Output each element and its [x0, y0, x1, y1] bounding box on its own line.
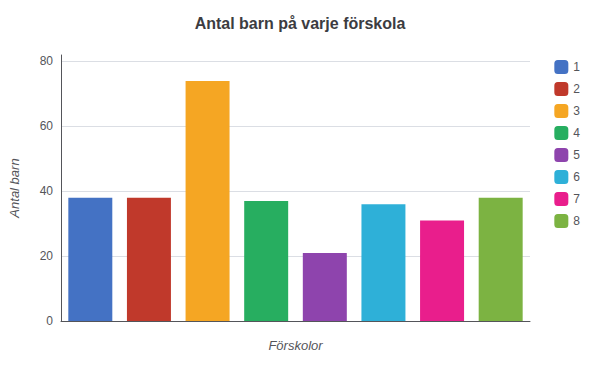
svg-text:80: 80 [40, 54, 54, 68]
svg-text:8: 8 [573, 214, 580, 228]
svg-text:7: 7 [573, 192, 580, 206]
svg-text:6: 6 [573, 170, 580, 184]
svg-text:3: 3 [573, 104, 580, 118]
svg-text:Förskolor: Förskolor [268, 338, 323, 353]
svg-text:Antal barn på varje förskola: Antal barn på varje förskola [195, 15, 406, 32]
svg-text:20: 20 [40, 249, 54, 263]
svg-text:0: 0 [46, 314, 53, 328]
svg-text:60: 60 [40, 119, 54, 133]
svg-text:5: 5 [573, 148, 580, 162]
svg-text:2: 2 [573, 82, 580, 96]
svg-text:Antal barn: Antal barn [7, 158, 22, 218]
svg-text:4: 4 [573, 126, 580, 140]
svg-text:40: 40 [40, 184, 54, 198]
svg-text:1: 1 [573, 60, 580, 74]
